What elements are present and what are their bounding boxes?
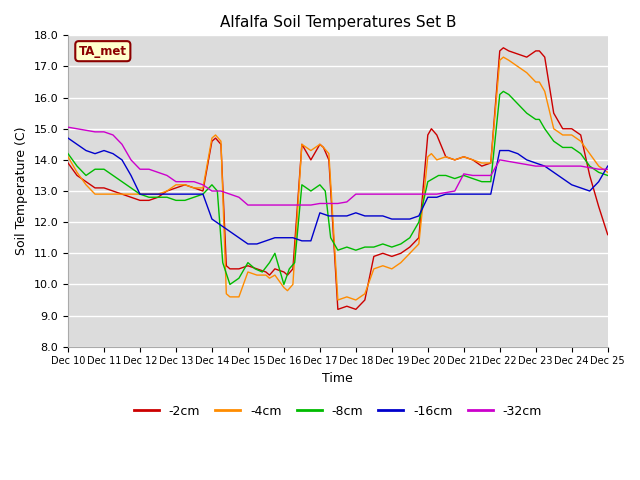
Title: Alfalfa Soil Temperatures Set B: Alfalfa Soil Temperatures Set B [220,15,456,30]
Text: TA_met: TA_met [79,45,127,58]
X-axis label: Time: Time [323,372,353,385]
Y-axis label: Soil Temperature (C): Soil Temperature (C) [15,127,28,255]
Legend: -2cm, -4cm, -8cm, -16cm, -32cm: -2cm, -4cm, -8cm, -16cm, -32cm [129,400,547,423]
